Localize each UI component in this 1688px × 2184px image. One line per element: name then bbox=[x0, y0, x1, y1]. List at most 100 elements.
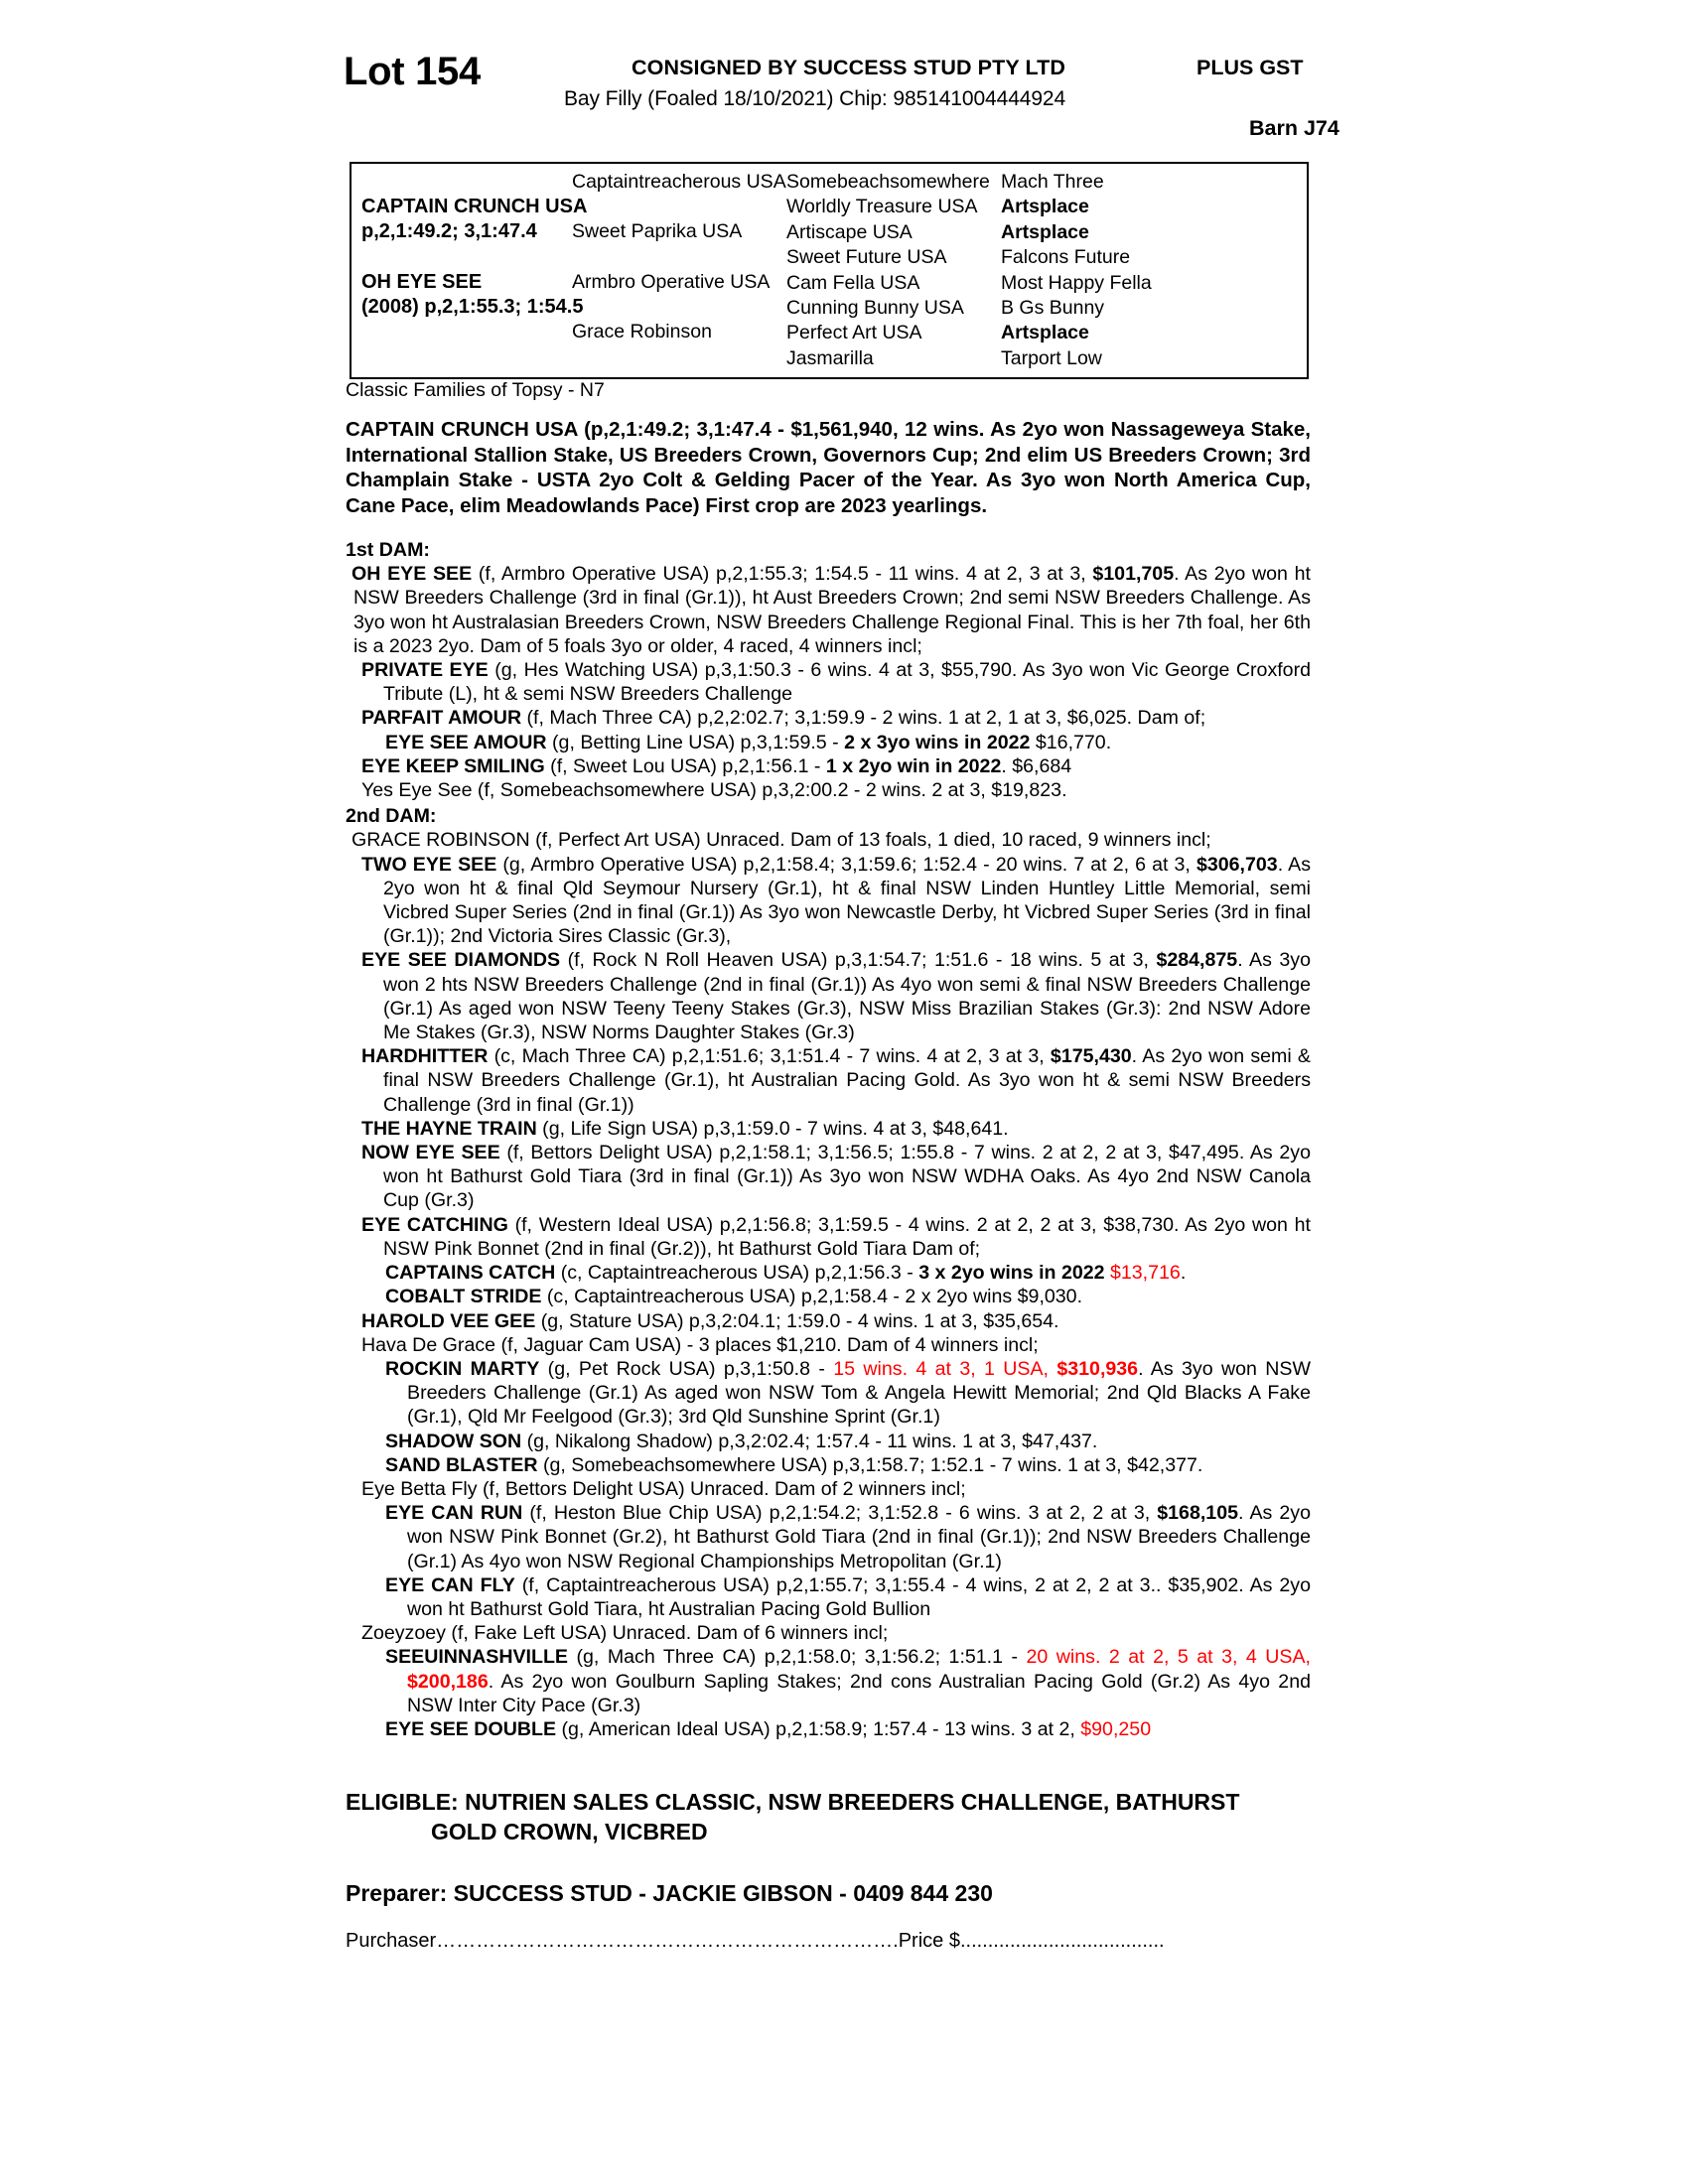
pedigree-entry: ROCKIN MARTY (g, Pet Rock USA) p,3,1:50.… bbox=[346, 1357, 1311, 1430]
entry-name: TWO EYE SEE bbox=[361, 853, 497, 876]
entry-name: Yes Eye See bbox=[361, 779, 473, 802]
ggp-3: Artsplace bbox=[1001, 220, 1089, 243]
entry-name: OH EYE SEE bbox=[352, 563, 473, 586]
entry-win-note: 3 x 2yo wins in 2022 bbox=[918, 1262, 1105, 1285]
ggp-6: B Gs Bunny bbox=[1001, 296, 1105, 319]
pedigree-entry: HAROLD VEE GEE (g, Stature USA) p,3,2:04… bbox=[346, 1309, 1311, 1333]
entry-detail-3: . bbox=[1180, 1262, 1187, 1285]
entry-detail: (g, Stature USA) p,3,2:04.1; 1:59.0 - 4 … bbox=[535, 1309, 1059, 1332]
gp-4: Sweet Future USA bbox=[786, 246, 947, 269]
first-dam-heading: 1st DAM: bbox=[346, 539, 430, 561]
ggp-1: Mach Three bbox=[1001, 171, 1104, 193]
entry-name: EYE KEEP SMILING bbox=[361, 754, 545, 777]
ggp-4: Falcons Future bbox=[1001, 246, 1131, 269]
entry-detail-2: . As 3yo won 2 hts NSW Breeders Challeng… bbox=[383, 949, 1311, 1044]
dam-sire: Armbro Operative USA bbox=[572, 271, 771, 293]
entry-highlight: 15 wins. 4 at 3, 1 USA, bbox=[833, 1357, 1057, 1380]
gp-7: Perfect Art USA bbox=[786, 322, 922, 344]
entry-detail-2: . As 3yo won NSW Breeders Challenge (Gr.… bbox=[407, 1357, 1311, 1429]
entry-detail: (f, Mach Three CA) p,2,2:02.7; 3,1:59.9 … bbox=[521, 707, 1206, 730]
pedigree-entry: SEEUINNASHVILLE (g, Mach Three CA) p,2,1… bbox=[346, 1645, 1311, 1717]
entry-name: EYE CAN FLY bbox=[385, 1573, 515, 1596]
entry-earnings: $284,875 bbox=[1156, 949, 1238, 972]
entry-name: HARDHITTER bbox=[361, 1045, 489, 1068]
pedigree-entry: Eye Betta Fly (f, Bettors Delight USA) U… bbox=[346, 1477, 1311, 1501]
entry-detail-2: . As 2yo won Goulburn Sapling Stakes; 2n… bbox=[407, 1670, 1311, 1716]
pedigree-entry: PRIVATE EYE (g, Hes Watching USA) p,3,1:… bbox=[346, 658, 1311, 706]
pedigree-entry: CAPTAINS CATCH (c, Captaintreacherous US… bbox=[346, 1261, 1311, 1285]
entry-detail: (c, Mach Three CA) p,2,1:51.6; 3,1:51.4 … bbox=[488, 1045, 1051, 1068]
entry-detail-2: $16,770. bbox=[1030, 731, 1112, 753]
pedigree-entry: NOW EYE SEE (f, Bettors Delight USA) p,2… bbox=[346, 1141, 1311, 1213]
entry-detail: (f, Jaguar Cam USA) - 3 places $1,210. D… bbox=[495, 1333, 1039, 1356]
entry-name: EYE SEE DIAMONDS bbox=[361, 949, 561, 972]
pedigree-entry: Hava De Grace (f, Jaguar Cam USA) - 3 pl… bbox=[346, 1333, 1311, 1357]
entry-name: THE HAYNE TRAIN bbox=[361, 1117, 537, 1140]
eligible-line-2: GOLD CROWN, VICBRED bbox=[431, 1819, 708, 1844]
dam-dam: Grace Robinson bbox=[572, 321, 712, 342]
pedigree-col-subject: CAPTAIN CRUNCH USA p,2,1:49.2; 3,1:47.4 … bbox=[352, 170, 587, 358]
pedigree-entry: TWO EYE SEE (g, Armbro Operative USA) p,… bbox=[346, 853, 1311, 949]
entry-name: PRIVATE EYE bbox=[361, 659, 489, 682]
plus-gst-label: PLUS GST bbox=[1196, 56, 1304, 79]
entry-earnings: $168,105 bbox=[1157, 1502, 1238, 1525]
entry-detail: (f, Rock N Roll Heaven USA) p,3,1:54.7; … bbox=[560, 949, 1157, 972]
entry-name: Zoeyzoey bbox=[361, 1622, 446, 1645]
pedigree-entry: COBALT STRIDE (c, Captaintreacherous USA… bbox=[346, 1285, 1311, 1308]
entry-detail: (g, Mach Three CA) p,2,1:58.0; 3,1:56.2;… bbox=[568, 1646, 1027, 1669]
entry-detail-2: . As 2yo won semi & final NSW Breeders C… bbox=[383, 1045, 1312, 1116]
pedigree-table: CAPTAIN CRUNCH USA p,2,1:49.2; 3,1:47.4 … bbox=[350, 162, 1309, 380]
ggp-5: Most Happy Fella bbox=[1001, 271, 1152, 294]
entry-detail: (g, Hes Watching USA) p,3,1:50.3 - 6 win… bbox=[383, 659, 1311, 706]
gp-8: Jasmarilla bbox=[786, 346, 874, 369]
entry-detail: (g, Betting Line USA) p,3,1:59.5 - bbox=[546, 731, 845, 753]
ggp-7: Artsplace bbox=[1001, 322, 1089, 344]
entry-detail: (f, Armbro Operative USA) p,2,1:55.3; 1:… bbox=[472, 563, 1093, 586]
pedigree-entry: PARFAIT AMOUR (f, Mach Three CA) p,2,2:0… bbox=[346, 706, 1311, 730]
entry-name: EYE SEE AMOUR bbox=[385, 731, 547, 753]
gp-5: Cam Fella USA bbox=[786, 271, 920, 294]
pedigree-entry: THE HAYNE TRAIN (g, Life Sign USA) p,3,1… bbox=[346, 1117, 1311, 1141]
family-line: Classic Families of Topsy - N7 bbox=[346, 379, 605, 401]
second-dam-entries: GRACE ROBINSON (f, Perfect Art USA) Unra… bbox=[346, 828, 1311, 1741]
purchaser-line: Purchaser…………………………………………………………….Price $… bbox=[346, 1930, 1165, 1952]
entry-name: Eye Betta Fly bbox=[361, 1477, 478, 1500]
entry-name: EYE SEE DOUBLE bbox=[385, 1717, 557, 1740]
pedigree-entry: HARDHITTER (c, Mach Three CA) p,2,1:51.6… bbox=[346, 1044, 1311, 1117]
entry-detail: (f, Somebeachsomewhere USA) p,3,2:00.2 -… bbox=[472, 779, 1067, 802]
entry-detail: (g, Life Sign USA) p,3,1:59.0 - 7 wins. … bbox=[536, 1117, 1009, 1140]
gp-6: Cunning Bunny USA bbox=[786, 296, 964, 319]
entry-detail-2: . $6,684 bbox=[1001, 754, 1072, 777]
entry-win-note: 1 x 2yo win in 2022 bbox=[825, 754, 1002, 777]
entry-detail: (f, Western Ideal USA) p,2,1:56.8; 3,1:5… bbox=[383, 1213, 1311, 1260]
entry-name: SEEUINNASHVILLE bbox=[385, 1646, 568, 1669]
pedigree-entry: EYE KEEP SMILING (f, Sweet Lou USA) p,2,… bbox=[346, 754, 1311, 778]
pedigree-entry: GRACE ROBINSON (f, Perfect Art USA) Unra… bbox=[346, 828, 1311, 852]
eligible-line-1: ELIGIBLE: NUTRIEN SALES CLASSIC, NSW BRE… bbox=[346, 1789, 1240, 1815]
entry-name: SAND BLASTER bbox=[385, 1453, 538, 1476]
entry-detail: (c, Captaintreacherous USA) p,2,1:56.3 - bbox=[555, 1262, 919, 1285]
entry-name: SHADOW SON bbox=[385, 1430, 522, 1452]
entry-earnings: $90,250 bbox=[1080, 1717, 1152, 1740]
entry-detail-2: . As 2yo won ht & final Qld Seymour Nurs… bbox=[383, 853, 1311, 948]
horse-description: Bay Filly (Foaled 18/10/2021) Chip: 9851… bbox=[564, 87, 1066, 110]
page-header: Lot 154 CONSIGNED BY SUCCESS STUD PTY LT… bbox=[0, 42, 1688, 151]
pedigree-entry: OH EYE SEE (f, Armbro Operative USA) p,2… bbox=[346, 562, 1311, 658]
pedigree-entry: EYE CATCHING (f, Western Ideal USA) p,2,… bbox=[346, 1213, 1311, 1261]
pedigree-entry: EYE SEE AMOUR (g, Betting Line USA) p,3,… bbox=[346, 731, 1311, 754]
entry-detail: (f, Bettors Delight USA) Unraced. Dam of… bbox=[477, 1477, 966, 1500]
second-dam-heading: 2nd DAM: bbox=[346, 805, 437, 828]
entry-detail-2: . As 2yo won ht NSW Breeders Challenge (… bbox=[353, 563, 1311, 657]
pedigree-entry: EYE SEE DOUBLE (g, American Ideal USA) p… bbox=[346, 1717, 1311, 1741]
entry-detail: (g, Somebeachsomewhere USA) p,3,1:58.7; … bbox=[537, 1453, 1203, 1476]
entry-detail: (f, Heston Blue Chip USA) p,2,1:54.2; 3,… bbox=[522, 1502, 1158, 1525]
sire-sire: Captaintreacherous USA bbox=[572, 171, 786, 193]
entry-name: EYE CAN RUN bbox=[385, 1502, 523, 1525]
pedigree-entry: SAND BLASTER (g, Somebeachsomewhere USA)… bbox=[346, 1453, 1311, 1477]
entry-detail: (g, Nikalong Shadow) p,3,2:02.4; 1:57.4 … bbox=[521, 1430, 1098, 1452]
entry-detail: (g, Armbro Operative USA) p,2,1:58.4; 3,… bbox=[496, 853, 1196, 876]
pedigree-entry: EYE CAN FLY (f, Captaintreacherous USA) … bbox=[346, 1573, 1311, 1621]
entry-highlight: 20 wins. 2 at 2, 5 at 3, 4 USA, bbox=[1026, 1646, 1312, 1669]
pedigree-col-parents: Captaintreacherous USA Sweet Paprika USA… bbox=[572, 170, 786, 371]
barn-label: Barn J74 bbox=[1249, 116, 1339, 140]
